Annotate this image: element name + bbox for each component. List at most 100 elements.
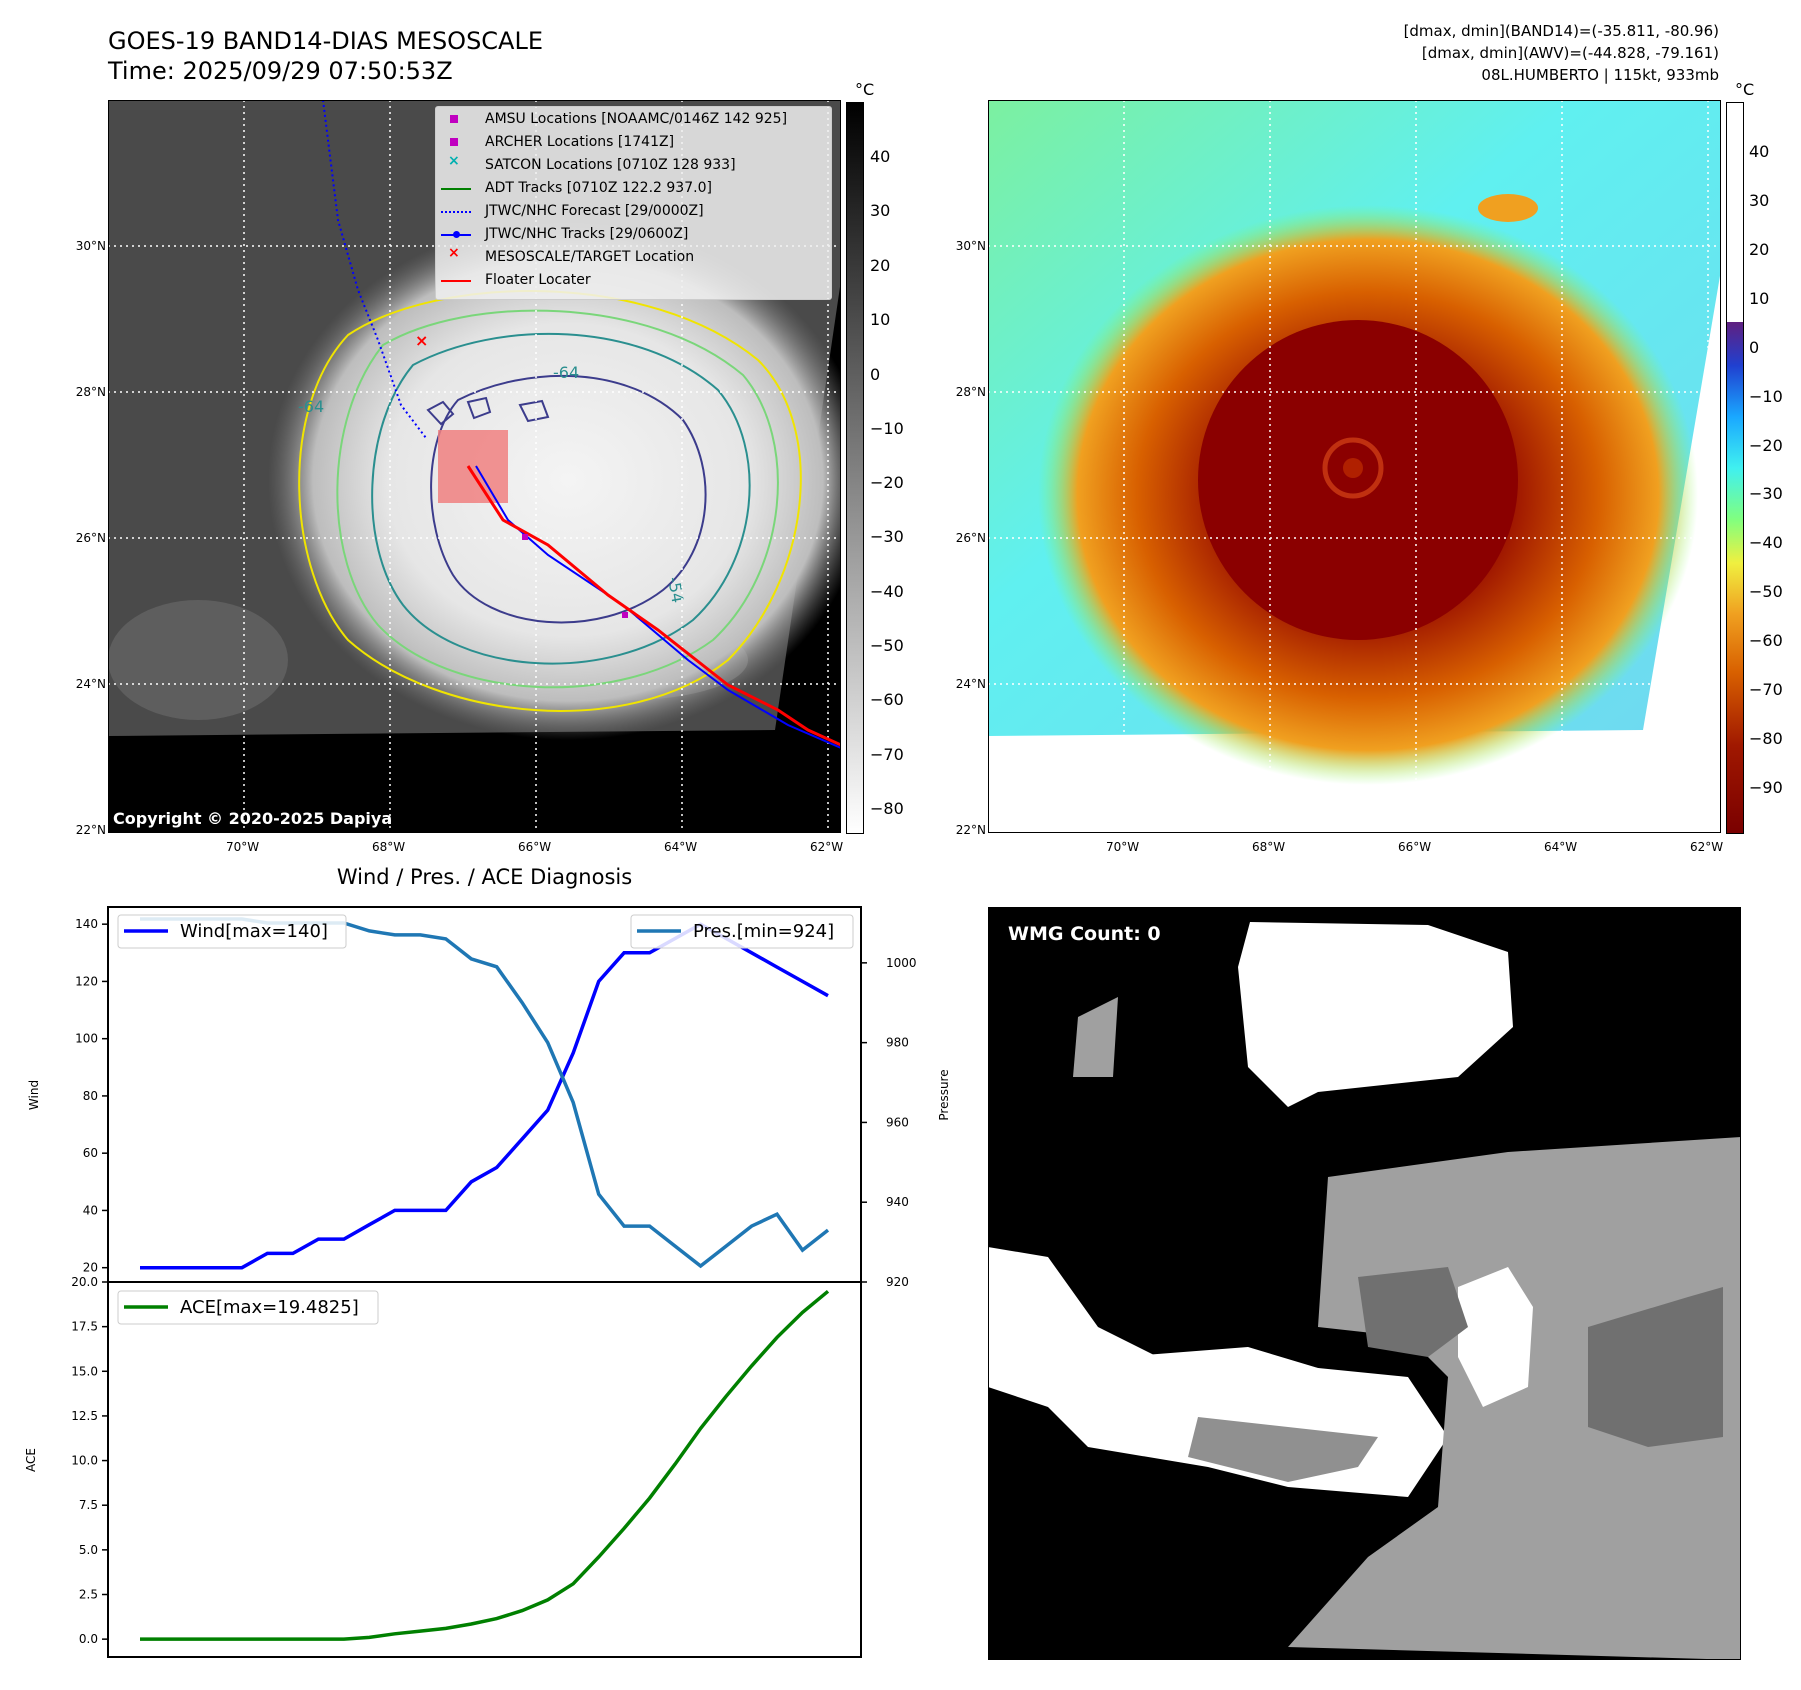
legend-target-swatch: × (448, 245, 460, 261)
ace-legend-label: ACE[max=19.4825] (180, 1297, 359, 1318)
ace-tick-label: 10.0 (71, 1454, 98, 1468)
amsu-marker (522, 534, 528, 540)
awv-map-lon-ticks: 70°W 68°W 66°W 64°W 62°W (988, 840, 1723, 856)
archer-marker (622, 612, 628, 618)
colorbar-left (846, 102, 864, 834)
pressure-ylabel: Pressure (937, 1069, 951, 1120)
legend-floater: Floater Locater (485, 272, 591, 288)
legend-archer-swatch (450, 138, 458, 146)
pressure-legend (630, 914, 854, 949)
colorbar-left-ticks: 40 30 20 10 0 −10 −20 −30 −40 −50 −60 −7… (866, 102, 926, 832)
lat-tick: 22°N (75, 823, 106, 837)
lon-tick: 70°W (226, 840, 260, 854)
wind-tick-label: 20 (83, 1261, 98, 1275)
legend-amsu: AMSU Locations [NOAAMC/0146Z 142 925] (485, 111, 788, 127)
wind-tick-label: 80 (83, 1089, 98, 1103)
cbl-tick: 20 (870, 256, 891, 275)
legend-satcon-swatch: × (448, 153, 460, 169)
wind-tick-label: 120 (75, 974, 98, 988)
lat-tick: 26°N (75, 531, 106, 545)
contour-label-3: -54 (664, 575, 687, 604)
cbr-tick: 40 (1749, 142, 1770, 161)
floater-track (466, 465, 841, 747)
cbr-tick: −30 (1749, 484, 1783, 503)
colorbar-right-ticks: 40 30 20 10 0 −10 −20 −30 −40 −50 −60 −7… (1746, 102, 1801, 832)
cbr-tick: −40 (1749, 533, 1783, 552)
lon-tick: 70°W (1106, 840, 1140, 854)
cbr-tick: −70 (1749, 680, 1783, 699)
cbl-tick: 30 (870, 201, 891, 220)
colorbar-right-unit: °C (1735, 80, 1755, 99)
legend-forecast-swatch (441, 211, 471, 213)
lon-tick: 66°W (518, 840, 552, 854)
legend-adt-swatch (441, 188, 471, 190)
ace-series-line (140, 1289, 830, 1641)
cbr-tick: 30 (1749, 191, 1770, 210)
cbr-tick: 10 (1749, 289, 1770, 308)
cbl-tick: −30 (870, 527, 904, 546)
cbr-tick: −20 (1749, 436, 1783, 455)
wind-ylabel: Wind (27, 1080, 41, 1110)
ace-tick-label: 20.0 (71, 1275, 98, 1289)
legend-satcon: SATCON Locations [0710Z 128 933] (485, 157, 736, 173)
ace-tick-label: 15.0 (71, 1364, 98, 1378)
map-title: GOES-19 BAND14-DIAS MESOSCALE (108, 27, 544, 55)
lat-tick: 24°N (75, 677, 106, 691)
lat-tick: 30°N (75, 239, 106, 253)
cbr-tick: −80 (1749, 729, 1783, 748)
map-legend: AMSU Locations [NOAAMC/0146Z 142 925] AR… (435, 106, 832, 300)
wind-legend-label: Wind[max=140] (180, 921, 328, 942)
legend-amsu-swatch (450, 115, 458, 123)
legend-jtwc-dot (453, 231, 460, 238)
cbl-tick: −10 (870, 419, 904, 438)
legend-jtwc: JTWC/NHC Tracks [29/0600Z] (485, 226, 689, 242)
lat-tick: 30°N (955, 239, 986, 253)
forecast-track (322, 100, 427, 439)
lon-tick: 68°W (1252, 840, 1286, 854)
contour-label-2: -64 (553, 363, 579, 382)
lon-tick: 62°W (810, 840, 844, 854)
band14-range: [dmax, dmin](BAND14)=(-35.811, -80.96) (1403, 22, 1719, 40)
lat-tick: 28°N (955, 385, 986, 399)
lat-tick: 22°N (955, 823, 986, 837)
legend-forecast: JTWC/NHC Forecast [29/0000Z] (485, 203, 704, 219)
cbr-tick: −50 (1749, 582, 1783, 601)
cbl-tick: 10 (870, 310, 891, 329)
cbl-tick: −70 (870, 745, 904, 764)
lon-tick: 64°W (664, 840, 698, 854)
awv-map (988, 100, 1721, 833)
cbl-tick: −60 (870, 690, 904, 709)
diagnosis-chart: Wind Pressure ACE 20 40 60 80 100 120 140 920 9… (24, 906, 951, 1658)
lat-tick: 28°N (75, 385, 106, 399)
ace-tick-label: 0.0 (79, 1632, 98, 1646)
contour-label-1: -64 (298, 397, 324, 416)
ace-axes-frame (107, 1281, 862, 1658)
legend-target: MESOSCALE/TARGET Location (485, 249, 695, 265)
pressure-legend-label: Pres.[min=924] (693, 921, 834, 942)
wmg-mask (988, 907, 1741, 1660)
ace-tick-label: 7.5 (79, 1498, 98, 1512)
cbr-tick: −10 (1749, 387, 1783, 406)
cbl-tick: 0 (870, 365, 881, 384)
pressure-tick-label: 960 (886, 1115, 909, 1129)
legend-floater-swatch (441, 280, 471, 282)
colorbar-left-unit: °C (855, 80, 875, 99)
pressure-tick-label: 1000 (886, 956, 917, 970)
awv-map-lat-ticks: 30°N 28°N 26°N 24°N 22°N (940, 100, 988, 840)
lat-tick: 24°N (955, 677, 986, 691)
awv-range: [dmax, dmin](AWV)=(-44.828, -79.161) (1421, 44, 1719, 62)
map-time: Time: 2025/09/29 07:50:53Z (108, 57, 453, 85)
lat-tick: 26°N (955, 531, 986, 545)
pressure-tick-label: 940 (886, 1195, 909, 1209)
wind-series-line (140, 922, 829, 1270)
wind-tick-label: 40 (83, 1203, 98, 1217)
wind-tick-label: 60 (83, 1146, 98, 1160)
ace-ylabel: ACE (24, 1448, 38, 1472)
ir-map-lon-ticks: 70°W 68°W 66°W 64°W 62°W (108, 840, 844, 856)
mesoscale-box (438, 430, 508, 503)
ace-tick-label: 2.5 (79, 1588, 98, 1602)
lon-tick: 64°W (1544, 840, 1578, 854)
pressure-tick-label: 980 (886, 1036, 909, 1050)
cbr-tick: 0 (1749, 338, 1760, 357)
legend-adt: ADT Tracks [0710Z 122.2 937.0] (485, 180, 712, 196)
